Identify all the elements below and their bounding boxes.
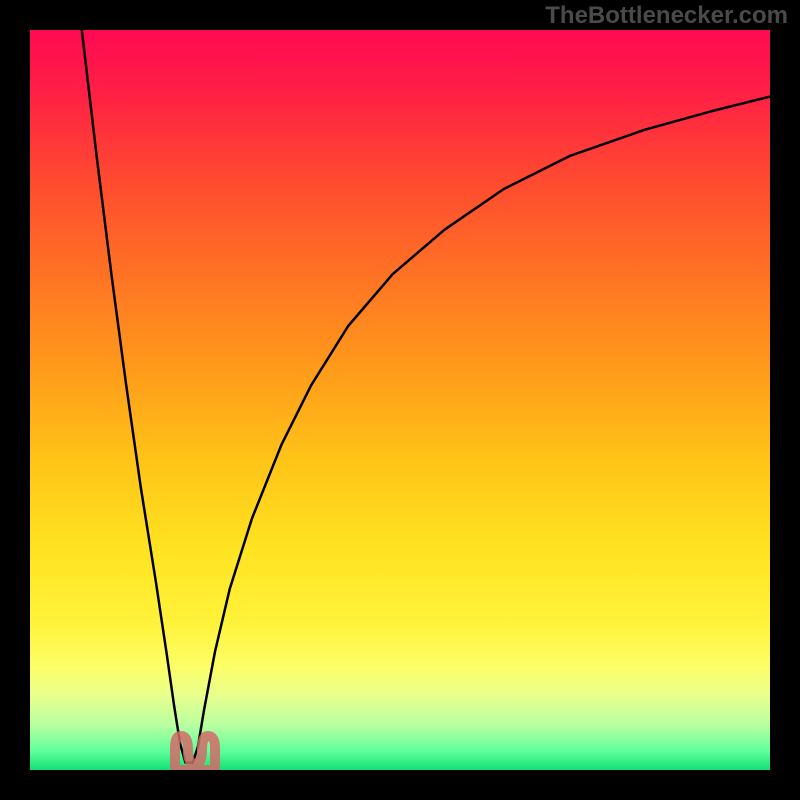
bottleneck-plot-svg [30,30,770,770]
gradient-background [30,30,770,770]
watermark-text: TheBottlenecker.com [545,2,788,30]
bottleneck-plot [30,30,770,770]
chart-canvas: TheBottlenecker.com [0,0,800,800]
